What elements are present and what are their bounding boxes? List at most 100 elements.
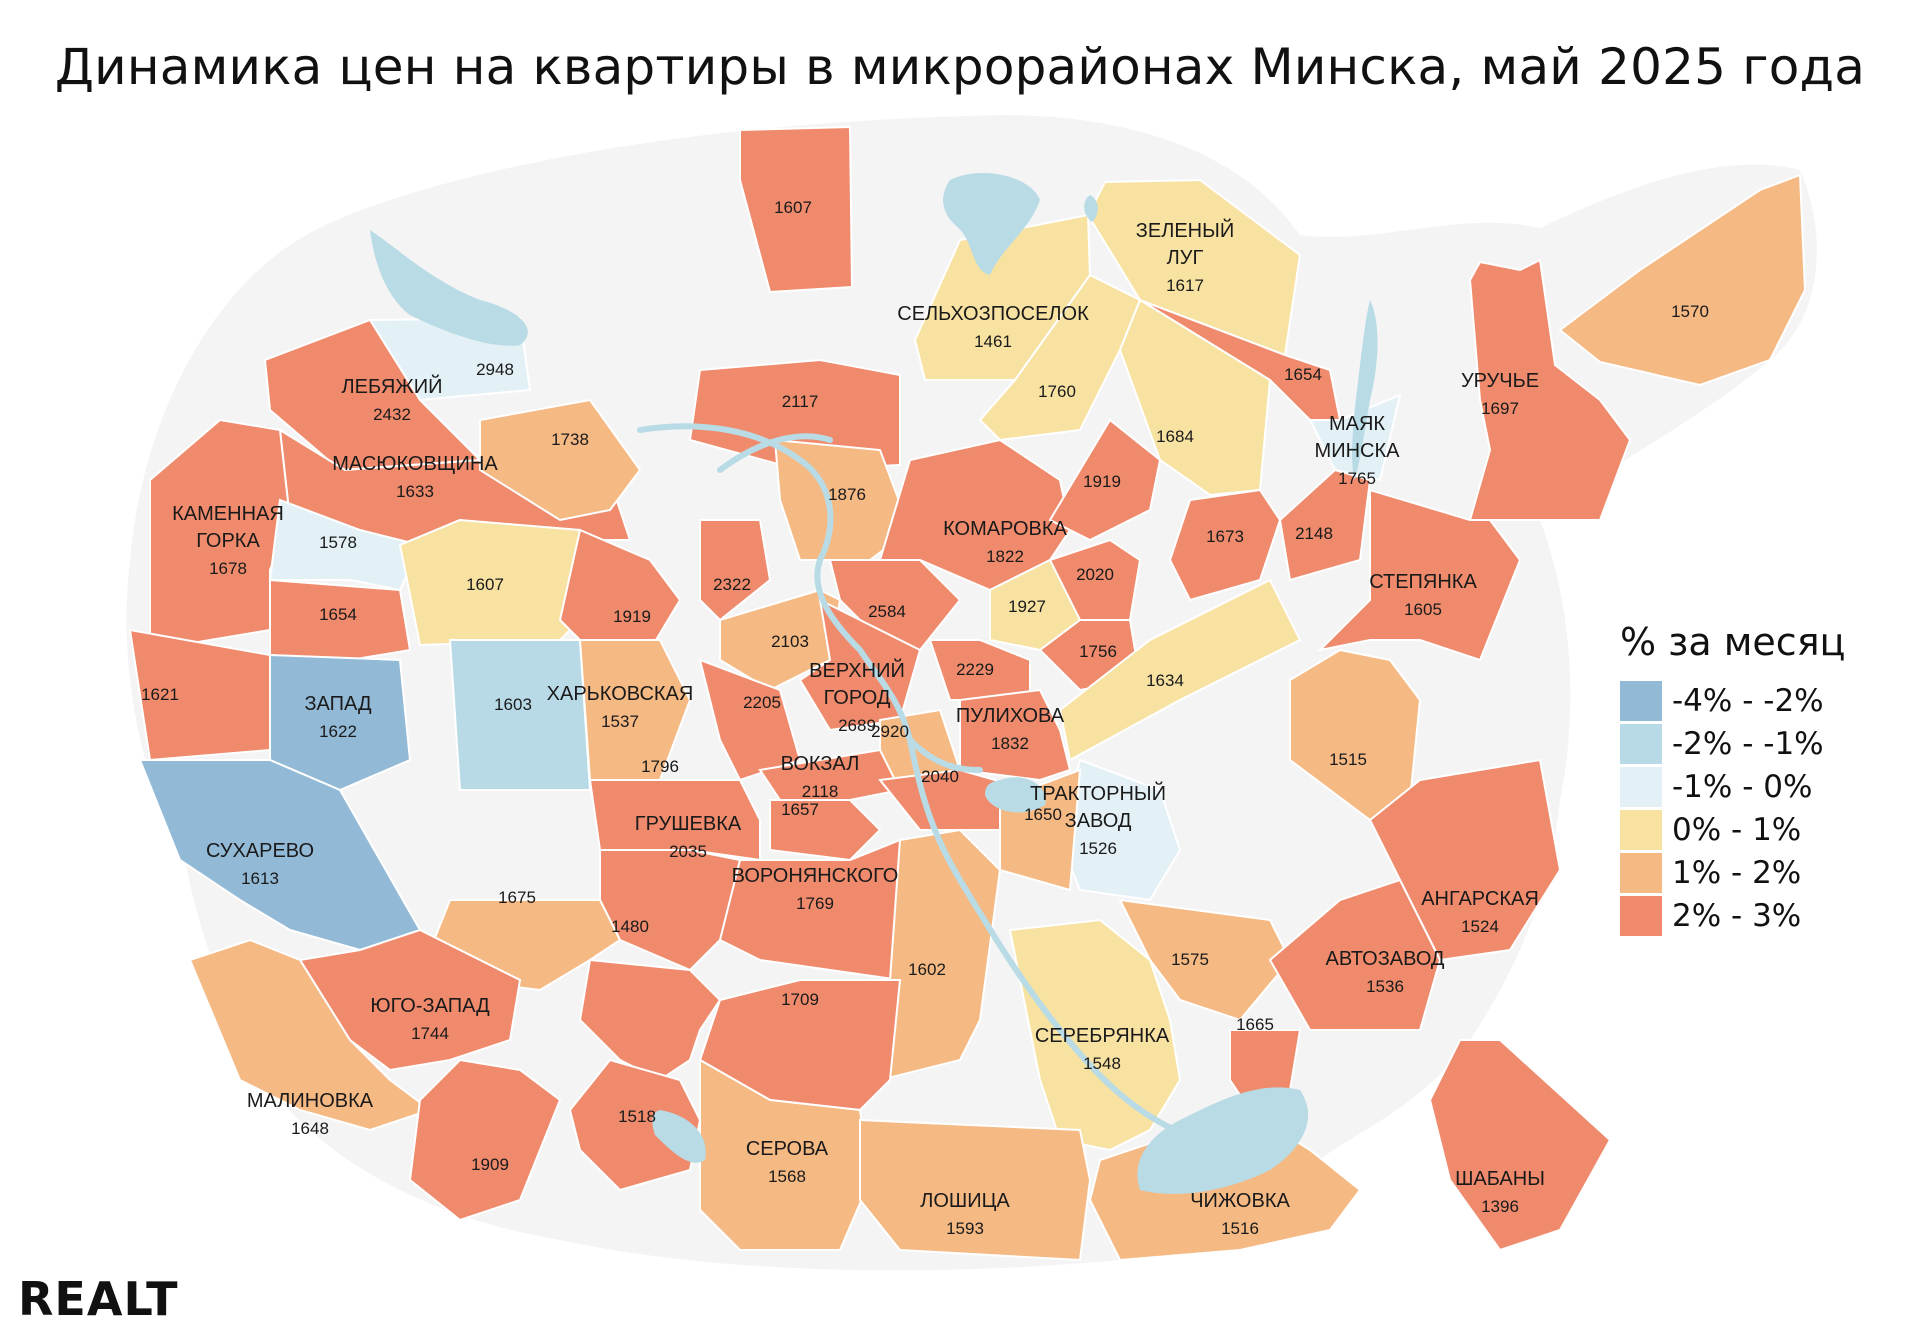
price-value: 1765 <box>1338 469 1376 488</box>
district-name: ХАРЬКОВСКАЯ <box>547 683 694 705</box>
district-name: АВТОЗАВОД <box>1326 948 1445 970</box>
price-value: 1602 <box>908 960 946 979</box>
district-name: ГОРКА <box>196 530 260 552</box>
district-label-22: 1578 <box>319 533 357 552</box>
price-value: 1570 <box>1671 302 1709 321</box>
legend-item: -2% - -1% <box>1620 723 1845 765</box>
price-value: 2432 <box>373 405 411 424</box>
price-value: 1568 <box>768 1167 806 1186</box>
district-label-52: 1675 <box>498 888 536 907</box>
legend: % за месяц -4% - -2% -2% - -1% -1% - 0% 0% … <box>1620 620 1845 938</box>
price-value: 1621 <box>141 685 179 704</box>
district-label-15: КАМЕННАЯ ГОРКА 1678 <box>172 503 284 578</box>
district-60 <box>1008 918 1182 1152</box>
district-65 <box>1428 1039 1612 1252</box>
price-value: 1744 <box>411 1024 449 1043</box>
district-name: ВОРОНЯНСКОГО <box>732 865 899 887</box>
district-label-34: 1634 <box>1146 671 1184 690</box>
legend-label: -4% - -2% <box>1672 683 1824 719</box>
price-value: 1927 <box>1008 597 1046 616</box>
price-value: 1760 <box>1038 382 1076 401</box>
price-value: 2040 <box>921 767 959 786</box>
district-label-62: МАЛИНОВКА 1648 <box>247 1090 374 1138</box>
price-value: 1605 <box>1404 600 1442 619</box>
water-5 <box>1137 1087 1309 1194</box>
district-label-44: 2040 <box>921 767 959 786</box>
price-value: 2584 <box>868 602 906 621</box>
price-value: 1607 <box>774 198 812 217</box>
district-label-32: 1756 <box>1079 642 1117 661</box>
district-label-38: ХАРЬКОВСКАЯ 1537 <box>547 683 694 731</box>
district-name: КОМАРОВКА <box>943 518 1067 540</box>
district-62 <box>188 938 433 1132</box>
district-label-12: 1684 <box>1156 427 1194 446</box>
district-label-19: 1673 <box>1206 527 1244 546</box>
district-4 <box>688 358 901 472</box>
price-value: 1518 <box>618 1107 656 1126</box>
district-label-31: ВЕРХНИЙ ГОРОД 2689 <box>809 658 905 735</box>
price-value: 1738 <box>551 430 589 449</box>
district-label-55: 1575 <box>1171 950 1209 969</box>
district-name: АНГАРСКАЯ <box>1421 888 1539 910</box>
district-label-60: СЕРЕБРЯНКА 1548 <box>1035 1025 1170 1073</box>
price-value: 1515 <box>1329 750 1367 769</box>
realt-logo: REALT <box>18 1272 179 1326</box>
price-value: 1709 <box>781 990 819 1009</box>
legend-label: 0% - 1% <box>1672 812 1802 848</box>
district-name: КАМЕННАЯ <box>172 503 284 525</box>
price-value: 1524 <box>1461 917 1499 936</box>
district-label-42: ВОКЗАЛ 2118 <box>781 753 860 801</box>
price-value: 1480 <box>611 917 649 936</box>
district-name: ПУЛИХОВА <box>956 705 1065 727</box>
district-label-41: 2920 <box>871 722 909 741</box>
district-label-9: 1654 <box>1284 365 1322 384</box>
district-name: ВОКЗАЛ <box>781 753 860 775</box>
price-value: 1769 <box>796 894 834 913</box>
price-value: 1548 <box>1083 1054 1121 1073</box>
price-value: 2118 <box>802 782 839 801</box>
price-value: 2103 <box>771 632 809 651</box>
logo-text: REALT <box>18 1272 179 1326</box>
district-label-56: АВТОЗАВОД 1536 <box>1326 948 1445 996</box>
district-name: СЕРОВА <box>746 1138 829 1160</box>
district-name: СУХАРЕВО <box>206 840 314 862</box>
district-label-35: 1621 <box>141 685 179 704</box>
district-label-4: 2117 <box>782 392 819 411</box>
district-28 <box>269 578 412 662</box>
price-value: 1796 <box>641 757 679 776</box>
district-label-61: 1665 <box>1236 1015 1274 1034</box>
district-label-33: 2229 <box>956 660 994 679</box>
legend-swatch <box>1620 810 1662 850</box>
district-label-16: 1876 <box>828 485 866 504</box>
price-value: 1650 <box>1024 805 1062 824</box>
legend-swatch <box>1620 896 1662 936</box>
price-value: 1536 <box>1366 977 1404 996</box>
price-value: 1832 <box>991 734 1029 753</box>
district-label-13: МАСЮКОВЩИНА 1633 <box>332 453 498 501</box>
district-47 <box>1289 648 1422 822</box>
district-18 <box>1048 418 1162 542</box>
price-value: 1654 <box>1284 365 1322 384</box>
price-value: 1675 <box>498 888 536 907</box>
district-label-14: 1738 <box>551 430 589 449</box>
price-value: 2689 <box>838 716 876 735</box>
district-label-6: ЗЕЛЕНЫЙ ЛУГ 1617 <box>1136 218 1234 295</box>
district-label-39: 2205 <box>743 693 781 712</box>
district-label-65: ШАБАНЫ 1396 <box>1455 1168 1545 1216</box>
legend-item: -4% - -2% <box>1620 680 1845 722</box>
price-value: 1607 <box>466 575 504 594</box>
district-name: ЧИЖОВКА <box>1190 1190 1290 1212</box>
district-label-40: ПУЛИХОВА 1832 <box>956 705 1065 753</box>
district-label-51: ВОРОНЯНСКОГО 1769 <box>732 865 899 913</box>
district-label-45: ТРАКТОРНЫЙ ЗАВОД 1526 <box>1030 781 1166 858</box>
district-label-8: УРУЧЬЕ 1697 <box>1461 370 1539 418</box>
district-36 <box>269 653 412 792</box>
price-value: 1919 <box>1083 472 1121 491</box>
price-value: 1697 <box>1481 399 1519 418</box>
district-21 <box>1316 488 1522 662</box>
legend-swatch <box>1620 767 1662 807</box>
district-label-64: СЕРОВА 1568 <box>746 1138 829 1186</box>
price-value: 1613 <box>241 869 279 888</box>
district-42 <box>758 748 902 801</box>
